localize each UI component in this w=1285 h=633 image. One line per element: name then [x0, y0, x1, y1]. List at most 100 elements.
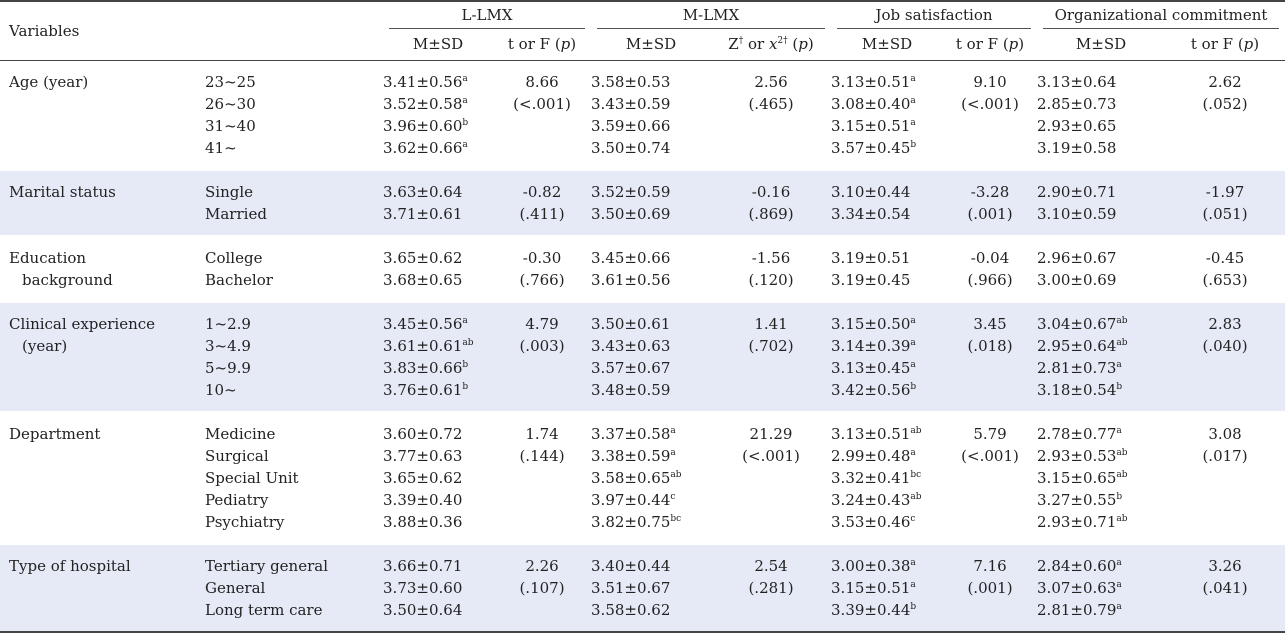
cell-line: 3.07±0.63a [1037, 577, 1165, 599]
cell-line: 3.19±0.58 [1037, 137, 1165, 159]
oc-test-stat: -0.45 (.653) [1165, 237, 1285, 301]
cell-line: -0.45 [1205, 249, 1245, 267]
oc-mean-sd: 2.84±0.60a 3.07±0.63a 2.81±0.79a [1037, 545, 1165, 632]
mean-sd-value: 2.93±0.65 [1037, 117, 1117, 135]
llmx-test-stat: 1.74 (.144) [493, 413, 591, 543]
mean-sd-value: 3.32±0.41 [831, 469, 911, 487]
cell-line: -0.82 [522, 183, 562, 201]
cell-line: 2.96±0.67 [1037, 247, 1165, 269]
subheader-llmx-test: t or F (p) [493, 30, 592, 62]
group-header-job-satisfaction: Job satisfaction [831, 1, 1037, 30]
mlmx-test-stat: 2.54 (.281) [711, 545, 831, 632]
mean-sd-value: 3.65±0.62 [383, 469, 463, 487]
group-header-organizational-commitment: Organizational commitment [1037, 1, 1285, 30]
cell-line: 2.81±0.73a [1037, 357, 1165, 379]
js-mean-sd: 3.00±0.38a 3.15±0.51a 3.39±0.44b [831, 545, 943, 632]
cell-line: 3.77±0.63 [383, 445, 493, 467]
mean-sd-value: 3.15±0.51 [831, 579, 911, 597]
llmx-test-stat: -0.82 (.411) [493, 171, 591, 235]
mean-sd-value: 3.50±0.64 [383, 601, 463, 619]
cell-line: 3~4.9 [205, 337, 251, 355]
mean-sd-value: 3.63±0.64 [383, 183, 463, 201]
cell-line: 7.16 [973, 557, 1007, 575]
mean-sd-value: 2.78±0.77 [1037, 425, 1117, 443]
group-superscript: a [462, 96, 468, 106]
mean-sd-value: 3.96±0.60 [383, 117, 463, 135]
mean-sd-value: 3.58±0.65 [591, 469, 671, 487]
cell-line: (.966) [967, 271, 1013, 289]
cell-line: (.702) [748, 337, 794, 355]
cell-line: General [205, 579, 266, 597]
cell-line: 3.58±0.65ab [591, 467, 711, 489]
cell-line: 2.26 [525, 557, 559, 575]
mean-sd-value: 2.93±0.71 [1037, 513, 1117, 531]
table-row: Education background College Bachelor 3.65±0… [0, 237, 1285, 301]
variable-name: Clinical experience (year) [0, 303, 205, 411]
js-mean-sd: 3.13±0.51ab 2.99±0.48a 3.32±0.41bc 3.24±0.4… [831, 413, 943, 543]
mean-sd-value: 2.81±0.73 [1037, 359, 1117, 377]
cell-line: 2.62 [1208, 73, 1242, 91]
cell-line: 3.83±0.66b [383, 357, 493, 379]
mean-sd-value: 3.19±0.51 [831, 249, 911, 267]
mean-sd-value: 3.68±0.65 [383, 271, 463, 289]
js-test-stat: 3.45 (.018) [943, 303, 1037, 411]
cell-line: (<.001) [961, 447, 1019, 465]
cell-line: Psychiatry [205, 513, 285, 531]
table-header: Variables L-LMX M-LMX Job satisfaction O… [0, 1, 1285, 62]
table-row: Department Medicine Surgical Special Unit Pe… [0, 413, 1285, 543]
cell-line: 3.37±0.58a [591, 423, 711, 445]
cell-line: 3.97±0.44c [591, 489, 711, 511]
cell-line: 3.57±0.67 [591, 357, 711, 379]
cell-line: 3.27±0.55b [1037, 489, 1165, 511]
group-superscript: c [670, 492, 676, 502]
cell-line: 3.52±0.58a [383, 93, 493, 115]
mean-sd-value: 3.62±0.66 [383, 139, 463, 157]
cell-line: (<.001) [742, 447, 800, 465]
mean-sd-value: 3.19±0.58 [1037, 139, 1117, 157]
cell-line: 3.41±0.56a [383, 71, 493, 93]
group-superscript: ab [1116, 338, 1128, 348]
mean-sd-value: 3.50±0.74 [591, 139, 671, 157]
cell-line: -1.56 [751, 249, 791, 267]
oc-mean-sd: 3.13±0.64 2.85±0.73 2.93±0.65 3.19±0.58 [1037, 61, 1165, 170]
mean-sd-value: 2.95±0.64 [1037, 337, 1117, 355]
mean-sd-value: 3.66±0.71 [383, 557, 463, 575]
cell-line: 3.08 [1208, 425, 1242, 443]
cell-line: 2.84±0.60a [1037, 555, 1165, 577]
mean-sd-value: 3.59±0.66 [591, 117, 671, 135]
cell-line: -1.97 [1205, 183, 1245, 201]
mean-sd-value: 3.77±0.63 [383, 447, 463, 465]
cell-line: Special Unit [205, 469, 299, 487]
mean-sd-value: 3.14±0.39 [831, 337, 911, 355]
cell-line: -0.30 [522, 249, 562, 267]
oc-test-stat: 3.08 (.017) [1165, 413, 1285, 543]
mean-sd-value: 2.99±0.48 [831, 447, 911, 465]
group-superscript: a [1116, 426, 1122, 436]
mean-sd-value: 3.61±0.61 [383, 337, 463, 355]
oc-test-stat: 2.83 (.040) [1165, 303, 1285, 411]
cell-line: 3.57±0.45b [831, 137, 943, 159]
llmx-mean-sd: 3.66±0.71 3.73±0.60 3.50±0.64 [383, 545, 493, 632]
cell-line: 2.99±0.48a [831, 445, 943, 467]
cell-line: Bachelor [205, 271, 273, 289]
group-superscript: b [462, 118, 469, 128]
mean-sd-value: 3.58±0.53 [591, 73, 671, 91]
mlmx-mean-sd: 3.50±0.61 3.43±0.63 3.57±0.67 3.48±0.59 [591, 303, 711, 411]
cell-line: (.052) [1202, 95, 1248, 113]
cell-line: (.144) [519, 447, 565, 465]
table-row: Marital status Single Married 3.63±0.64 3.71… [0, 171, 1285, 235]
group-superscript: a [910, 316, 916, 326]
mean-sd-value: 3.82±0.75 [591, 513, 671, 531]
mean-sd-value: 3.13±0.64 [1037, 73, 1117, 91]
cell-line: 3.50±0.74 [591, 137, 711, 159]
group-superscript: c [910, 514, 916, 524]
cell-line: 3.00±0.38a [831, 555, 943, 577]
cell-line: (<.001) [513, 95, 571, 113]
subheader-oc-test: t or F (p) [1165, 30, 1285, 62]
cell-line: Education [9, 249, 87, 267]
group-superscript: a [1116, 580, 1122, 590]
cell-line: 3.48±0.59 [591, 379, 711, 401]
cell-line: (.003) [519, 337, 565, 355]
group-superscript: ab [910, 426, 922, 436]
mean-sd-value: 2.93±0.53 [1037, 447, 1117, 465]
